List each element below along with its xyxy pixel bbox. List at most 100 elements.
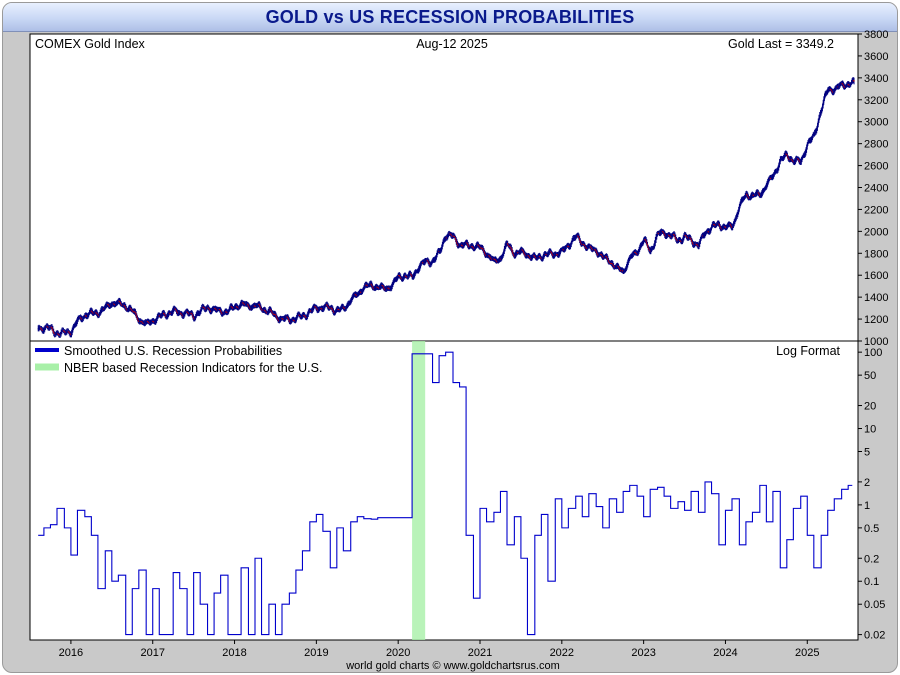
prob-y-tick-label: 1 — [864, 500, 870, 512]
gold-candle-body — [633, 251, 635, 253]
gold-candle-body — [109, 306, 112, 308]
gold-candle-body — [692, 243, 694, 245]
gold-candle-body — [804, 152, 806, 155]
gold-candle-body — [768, 178, 770, 180]
gold-candle-body — [482, 247, 484, 249]
gold-candle-body — [268, 309, 270, 312]
gold-candle-body — [556, 254, 558, 256]
gold-candle-body — [431, 261, 433, 263]
gold-candle-body — [480, 247, 482, 249]
gold-candle-body — [761, 191, 764, 194]
gold-candle-body — [830, 89, 832, 91]
gold-candle-body — [443, 239, 445, 241]
gold-candle-body — [479, 246, 481, 248]
gold-candle-body — [621, 270, 623, 272]
gold-candle-body — [141, 321, 144, 323]
gold-candle-body — [836, 86, 838, 88]
gold-candle-body — [296, 315, 298, 317]
gold-candle-body — [582, 244, 584, 246]
gold-candle-body — [210, 311, 213, 313]
gold-y-tick-label: 1400 — [864, 292, 888, 304]
gold-candle-body — [428, 262, 430, 264]
gold-candle-body — [651, 248, 653, 250]
gold-candle-body — [557, 254, 560, 256]
gold-candle-body — [732, 226, 734, 228]
gold-candle-body — [513, 255, 515, 257]
gold-candle-body — [807, 141, 810, 143]
gold-candle-body — [239, 304, 242, 307]
gold-candle-body — [449, 233, 451, 235]
prob-y-tick-label: 0.05 — [864, 599, 885, 611]
gold-candle-body — [92, 311, 94, 313]
gold-candle-body — [49, 327, 51, 329]
gold-candle-body — [522, 250, 525, 253]
gold-candle-body — [552, 254, 554, 256]
gold-candle-body — [191, 312, 193, 314]
gold-candle-body — [93, 313, 95, 315]
gold-y-tick-label: 1200 — [864, 314, 888, 326]
gold-candle-body — [747, 196, 750, 198]
gold-candle-body — [581, 243, 583, 245]
gold-candle-body — [560, 249, 562, 251]
gold-candle-body — [383, 287, 385, 290]
gold-candle-body — [665, 235, 667, 237]
gold-candle-body — [749, 196, 752, 199]
gold-candle-body — [158, 315, 160, 317]
gold-candle-body — [171, 311, 174, 313]
gold-candle-body — [762, 190, 764, 192]
gold-candle-body — [493, 258, 496, 260]
gold-candle-body — [680, 241, 682, 243]
gold-candle-body — [344, 308, 347, 310]
gold-candle-body — [436, 252, 438, 255]
gold-candle-body — [492, 258, 494, 260]
gold-candle-body — [297, 314, 300, 316]
gold-candle-body — [407, 276, 409, 278]
gold-candle-body — [385, 288, 387, 290]
gold-candle-body — [129, 307, 131, 309]
gold-candle-body — [429, 264, 431, 266]
gold-candle-body — [745, 193, 747, 195]
gold-candle-body — [544, 254, 546, 256]
gold-candle-body — [595, 250, 597, 252]
gold-candle-body — [710, 226, 713, 229]
gold-candle-body — [319, 308, 321, 310]
gold-candle-body — [117, 301, 119, 303]
gold-candle-body — [154, 322, 156, 324]
gold-candle-body — [343, 307, 345, 309]
gold-candle-body — [513, 254, 515, 256]
gold-candle-body — [95, 312, 97, 314]
gold-candle-body — [121, 304, 123, 306]
gold-candle-body — [782, 158, 784, 160]
gold-candle-body — [321, 308, 323, 310]
gold-candle-body — [331, 308, 333, 310]
gold-candle-body — [562, 249, 564, 251]
gold-candle-body — [185, 311, 187, 313]
gold-candle-body — [198, 312, 201, 314]
gold-candle-body — [558, 253, 560, 255]
gold-candle-body — [377, 287, 379, 289]
gold-candle-body — [381, 285, 383, 287]
gold-candle-body — [47, 326, 49, 328]
gold-candle-body — [546, 254, 548, 256]
gold-candle-body — [702, 235, 704, 237]
gold-candle-body — [46, 325, 48, 327]
gold-candle-body — [454, 236, 456, 238]
gold-candle-body — [324, 305, 326, 307]
gold-candle-body — [730, 224, 732, 226]
gold-candle-body — [410, 273, 412, 275]
gold-candle-body — [829, 89, 831, 91]
x-tick-label: 2019 — [304, 647, 328, 659]
gold-candle-body — [765, 187, 767, 189]
gold-candle-body — [586, 247, 589, 249]
gold-candle-body — [623, 270, 625, 272]
gold-candle-body — [338, 308, 340, 310]
gold-candle-body — [749, 198, 751, 200]
gold-candle-body — [661, 231, 663, 233]
gold-candle-body — [257, 304, 259, 306]
gold-candle-body — [820, 110, 822, 113]
gold-candle-body — [786, 153, 788, 155]
gold-candle-body — [707, 231, 709, 233]
gold-candle-body — [201, 307, 203, 310]
gold-candle-body — [685, 234, 687, 236]
gold-candle-body — [705, 232, 707, 234]
